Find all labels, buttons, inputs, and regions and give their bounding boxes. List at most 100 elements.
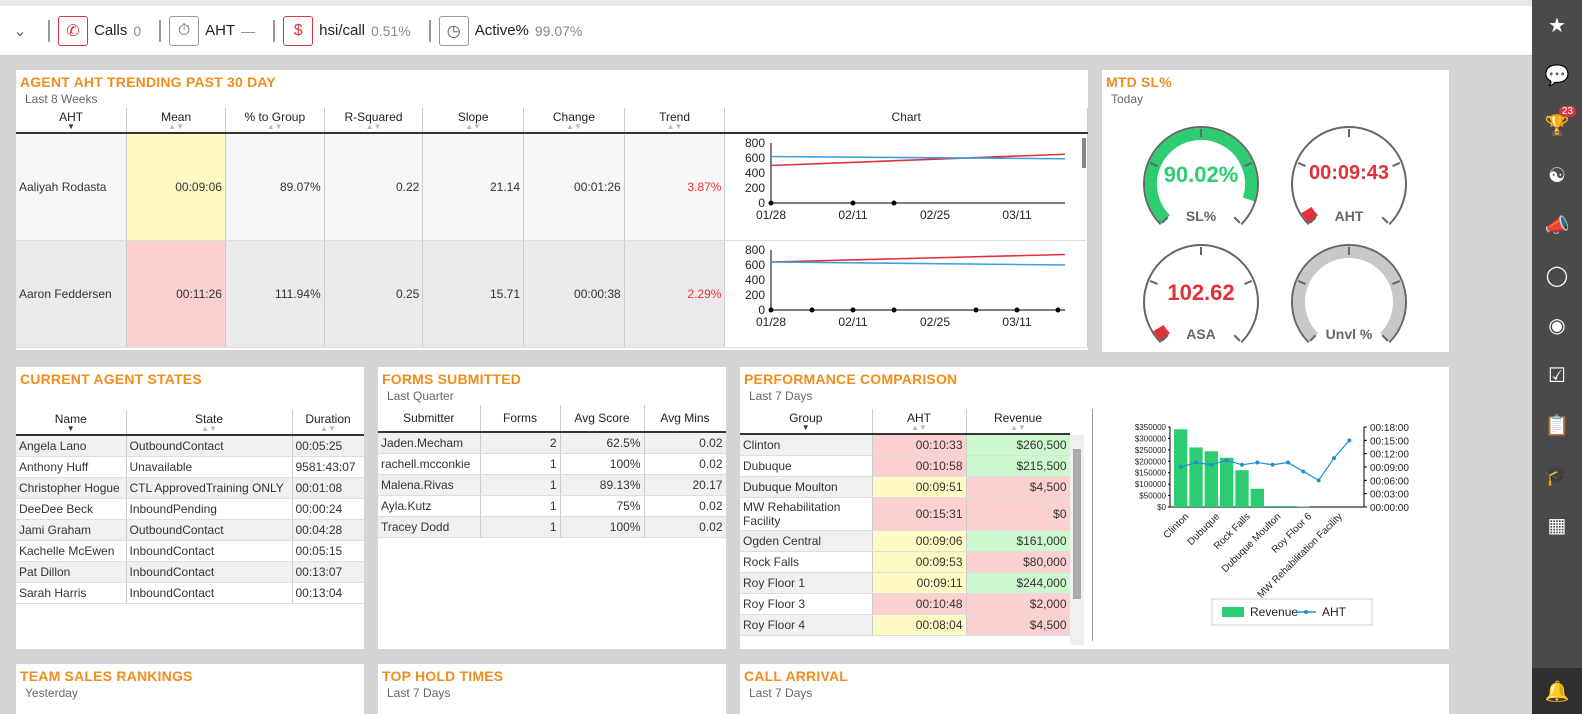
x-category-label: Clinton [1162,511,1192,541]
table-row[interactable]: Pat Dillon InboundContact 00:13:07 [16,561,364,583]
whistle-icon[interactable]: ◉ [1548,314,1566,337]
column-header-pct-to-group[interactable]: % to Group ▲▼ [225,108,325,134]
table-row[interactable]: Sarah Harris InboundContact 00:13:04 [16,582,364,604]
aht-point [1224,458,1229,463]
graduation-cap-icon[interactable]: 🎓 [1544,464,1570,487]
gauge-tick [1233,334,1241,342]
table-row[interactable]: DeeDee Beck InboundPending 00:00:24 [16,498,364,520]
table-row[interactable]: Aaliyah Rodasta 00:09:06 89.07% 0.22 21.… [16,133,1088,241]
column-header-r-squared[interactable]: R-Squared ▲▼ [324,108,424,134]
table-row[interactable]: Jaden.Mecham 2 62.5% 0.02 [378,432,726,454]
trend-cell: 2.29% [624,240,726,348]
table-row[interactable]: Ogden Central 00:09:06 $161,000 [740,530,1070,552]
y-tick-label: 400 [745,273,765,287]
gauge-tick [1149,162,1158,167]
chat-icon[interactable]: 💬 [1544,64,1570,87]
revenue-cell: $0 [966,497,1070,531]
chevron-down-icon[interactable]: ⌄ [13,22,27,40]
panel-title: CURRENT AGENT STATES [20,371,202,387]
table-row[interactable]: MW Rehabilitation Facility 00:15:31 $0 [740,497,1070,531]
column-header-duration[interactable]: Duration ▲▼ [292,410,364,436]
table-row[interactable]: Tracey Dodd 1 100% 0.02 [378,516,726,538]
panel-title: AGENT AHT TRENDING PAST 30 DAY [20,74,276,90]
table-row[interactable]: Dubuque Moulton 00:09:51 $4,500 [740,476,1070,498]
y-tick-label: 0 [759,303,766,317]
table-row[interactable]: Christopher Hogue CTL ApprovedTraining ON… [16,477,364,499]
y-right-tick: 00:06:00 [1370,476,1409,487]
revenue-bar [1250,488,1264,507]
checklist-icon[interactable]: ☑ [1548,364,1566,387]
table-cell: 00:04:28 [292,519,364,541]
leaderboard-icon[interactable]: ★ [1548,14,1566,37]
coaching-icon[interactable]: ☯ [1548,164,1566,187]
kpi-active[interactable]: ◷ Active% 99.07% [438,15,582,46]
scrollbar[interactable] [1082,138,1086,168]
column-header-trend[interactable]: Trend ▲▼ [624,108,726,134]
bell-icon[interactable]: 🔔 [1532,668,1582,714]
gauge-value: 102.62 [1167,280,1235,305]
table-row[interactable]: Dubuque 00:10:58 $215,500 [740,455,1070,477]
kpi-label: AHT [205,22,236,39]
column-header-slope[interactable]: Slope ▲▼ [422,108,525,134]
table-row[interactable]: Kachelle McEwen InboundContact 00:05:15 [16,540,364,562]
megaphone-icon[interactable]: 📣 [1544,214,1570,237]
kpi-aht[interactable]: ⏱ AHT — [169,15,255,46]
table-row[interactable]: Malena.Rivas 1 89.13% 20.17 [378,474,726,496]
column-header-aht[interactable]: AHT ▲▼ [872,409,967,435]
kpi-calls[interactable]: ✆ Calls 0 [58,15,141,46]
aht-cell: 00:10:33 [872,434,967,456]
table-row[interactable]: Angela Lano OutboundContact 00:05:25 [16,435,364,457]
table-row[interactable]: Clinton 00:10:33 $260,500 [740,434,1070,456]
trophy-icon[interactable]: 🏆 23 [1532,100,1582,150]
table-row[interactable]: Aaron Feddersen 00:11:26 111.94% 0.25 15… [16,240,1088,348]
revenue-cell: $4,500 [966,476,1070,498]
table-cell: Kachelle McEwen [16,540,127,562]
panel-subtitle: Last 7 Days [749,686,813,700]
revenue-cell: $4,500 [966,614,1070,636]
lifebuoy-icon[interactable]: ◯ [1545,264,1569,287]
column-header-state[interactable]: State ▲▼ [126,410,293,436]
scrollbar[interactable] [1070,435,1084,645]
data-point [891,200,897,206]
aht-point [1270,462,1275,467]
table-cell: OutboundContact [126,435,293,457]
column-header-revenue[interactable]: Revenue ▲▼ [966,409,1070,435]
table-row[interactable]: Ayla.Kutz 1 75% 0.02 [378,495,726,517]
column-header-avg-mins[interactable]: Avg Mins [644,405,726,433]
table-cell: 2 [480,432,561,454]
y-right-tick: 00:00:00 [1370,503,1409,514]
column-header-submitter[interactable]: Submitter [378,405,481,433]
kpi-hsi-call[interactable]: $ hsi/call 0.51% [283,15,411,46]
divider [273,19,276,42]
x-tick-label: 02/11 [839,208,868,222]
clipboard-icon[interactable]: 📋 [1544,414,1570,437]
column-header-chart: Chart [724,108,1088,134]
table-row[interactable]: Jami Graham OutboundContact 00:04:28 [16,519,364,541]
table-cell: CTL ApprovedTraining ONLY [126,477,293,499]
table-row[interactable]: rachell.mcconkie 1 100% 0.02 [378,453,726,475]
slope-cell: 15.71 [422,240,525,348]
column-header-aht[interactable]: AHT ▼ [16,108,128,134]
column-header-name[interactable]: Name ▼ [16,410,127,436]
aht-cell: 00:09:51 [872,476,967,498]
scrollbar-thumb[interactable] [1073,449,1081,599]
table-row[interactable]: Roy Floor 3 00:10:48 $2,000 [740,593,1070,615]
column-header-mean[interactable]: Mean ▲▼ [126,108,226,134]
aht-cell: 00:09:06 [872,530,967,552]
trend-chart-cell: 800 600 400 200 0 01/28 02/11 02/25 03/11 [724,240,1088,348]
table-row[interactable]: Roy Floor 1 00:09:11 $244,000 [740,572,1070,594]
gauge-label: Unvl % [1325,326,1373,342]
column-header-group[interactable]: Group ▼ [740,409,873,435]
column-header-forms[interactable]: Forms [480,405,561,433]
apps-grid-icon[interactable]: ▦ [1547,514,1567,537]
table-row[interactable]: Rock Falls 00:09:53 $80,000 [740,551,1070,573]
group-cell: Roy Floor 4 [740,614,873,636]
column-header-avg-score[interactable]: Avg Score [560,405,645,433]
agent-aht-trending-panel: AGENT AHT TRENDING PAST 30 DAY Last 8 We… [16,70,1088,350]
table-row[interactable]: Roy Floor 4 00:08:04 $4,500 [740,614,1070,636]
gauge-tick [1297,280,1306,285]
x-tick-label: 02/25 [920,208,950,222]
table-row[interactable]: Anthony Huff Unavailable 9581:43:07 [16,456,364,478]
gauge-arc [1291,244,1407,344]
column-header-change[interactable]: Change ▲▼ [523,108,625,134]
